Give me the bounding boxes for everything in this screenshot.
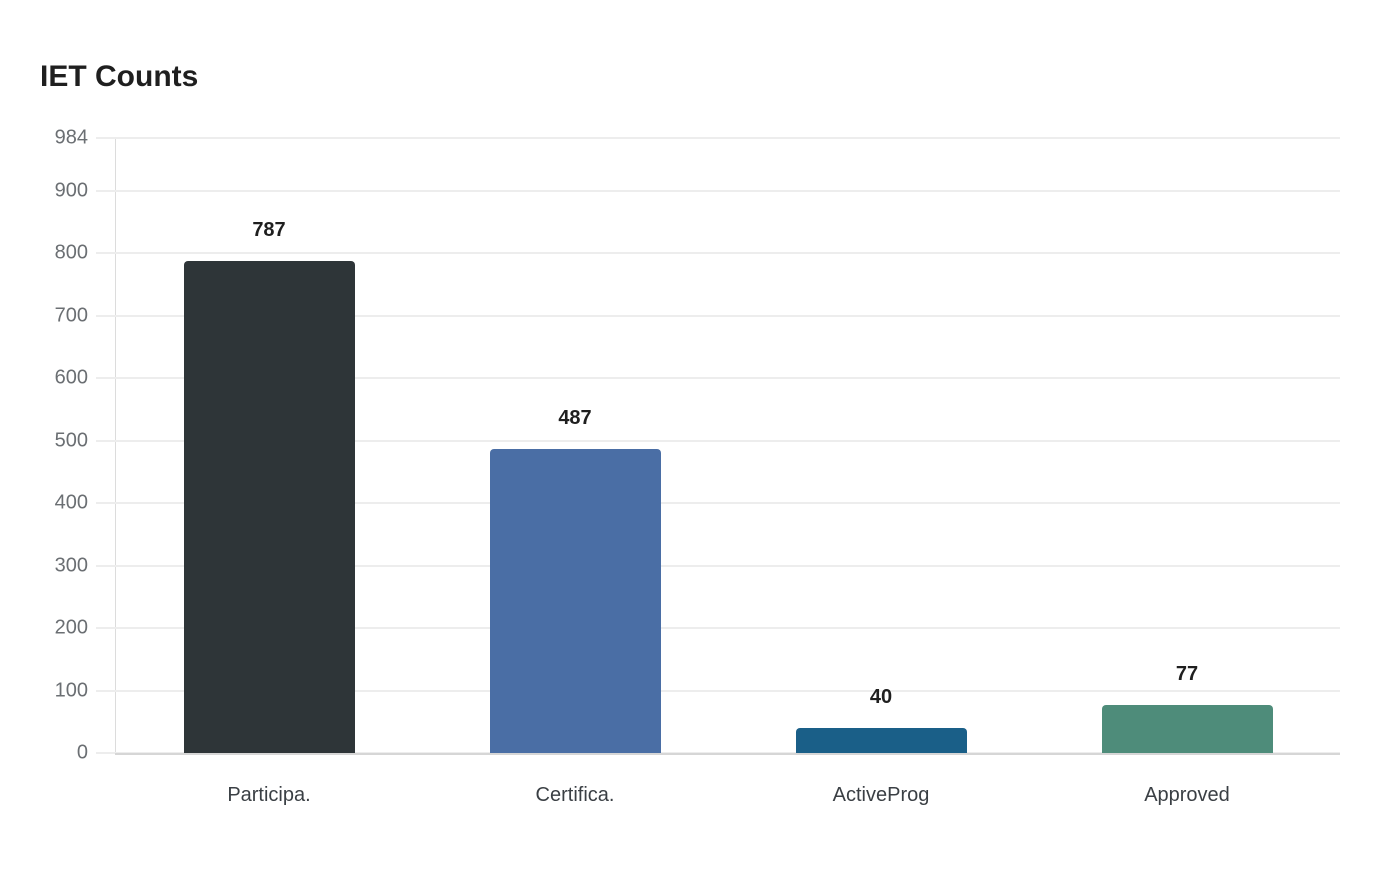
gridline bbox=[96, 564, 1340, 567]
gridline bbox=[96, 502, 1340, 504]
y-tick-label: 600 bbox=[54, 366, 88, 389]
bar-value-label: 40 bbox=[869, 686, 893, 708]
y-tick-label: 984 bbox=[54, 126, 88, 149]
y-tick-label: 100 bbox=[54, 679, 88, 701]
gridline bbox=[96, 137, 1340, 139]
y-axis-line bbox=[115, 138, 116, 754]
gridline bbox=[96, 252, 1340, 254]
x-tick-label: Certifica. bbox=[535, 784, 615, 806]
gridline bbox=[96, 439, 1340, 442]
x-tick-label: Participa. bbox=[227, 784, 311, 806]
y-tick-label: 700 bbox=[54, 304, 88, 326]
gridline bbox=[96, 314, 1340, 317]
gridline bbox=[96, 627, 1340, 629]
bar-approved[interactable] bbox=[1101, 704, 1273, 753]
bar-value-label: 77 bbox=[1175, 662, 1199, 685]
y-tick-label: 900 bbox=[54, 179, 88, 201]
y-tick-label: 0 bbox=[76, 741, 88, 764]
bar-certifica[interactable] bbox=[489, 448, 661, 753]
gridline bbox=[96, 189, 1340, 192]
bar-participa[interactable] bbox=[183, 261, 355, 753]
y-tick-label: 300 bbox=[54, 554, 88, 576]
y-tick-label: 800 bbox=[54, 241, 88, 264]
gridline bbox=[96, 377, 1340, 379]
gridline bbox=[96, 689, 1340, 692]
y-tick-label: 500 bbox=[54, 429, 88, 451]
bar-value-label: 487 bbox=[558, 406, 592, 429]
bar-activeprog[interactable] bbox=[795, 728, 967, 753]
y-tick-label: 200 bbox=[54, 616, 88, 639]
x-tick-label: ActiveProg bbox=[832, 784, 930, 806]
chart-title: IET Counts bbox=[40, 60, 199, 93]
x-axis-line bbox=[115, 753, 1340, 755]
y-tick-label: 400 bbox=[54, 491, 88, 514]
x-tick-label: Approved bbox=[1144, 784, 1230, 806]
bar-value-label: 787 bbox=[252, 219, 286, 242]
